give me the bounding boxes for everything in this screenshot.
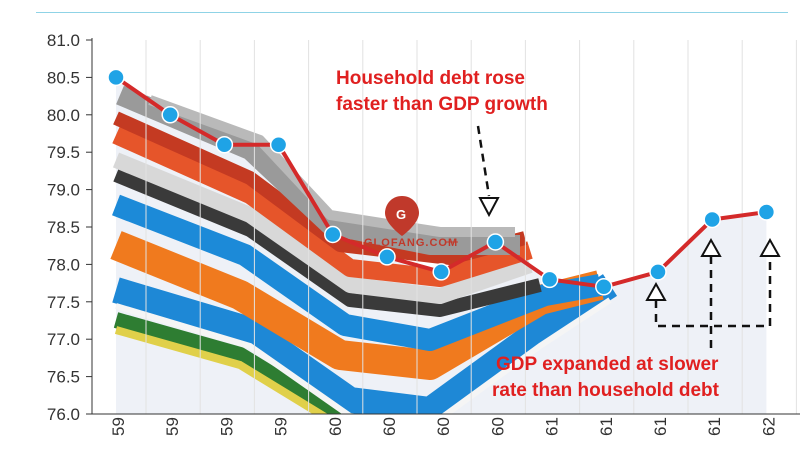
annotation-household-debt-line1: Household debt rose	[336, 68, 525, 89]
card-band	[112, 126, 533, 287]
card-band	[113, 168, 542, 317]
annotation-bracket	[654, 256, 772, 328]
y-tick-label: 80.0	[47, 106, 80, 125]
watermark-text: GLOFANG.COM	[364, 237, 458, 249]
data-point	[107, 68, 125, 87]
card-band	[116, 85, 520, 255]
y-tick-label: 76.5	[47, 368, 80, 387]
x-tick-label: 61	[651, 417, 670, 436]
y-tick-label: 79.5	[47, 143, 80, 162]
annotation-arrow-head	[645, 281, 667, 301]
data-point	[486, 233, 505, 251]
x-tick-label: 60	[488, 417, 507, 436]
y-tick-label: 78.5	[47, 218, 80, 237]
y-tick-label: 76.0	[47, 405, 80, 424]
data-point	[161, 106, 179, 124]
x-tick-label: 60	[380, 417, 399, 436]
card-band	[115, 297, 612, 414]
annotation-arrow-shaft	[476, 125, 491, 197]
vertical-gridlines	[145, 40, 797, 414]
annotation-arrow-head	[478, 197, 500, 218]
annotation-household-debt-line2: faster than GDP growth	[336, 94, 548, 115]
data-point	[703, 210, 721, 229]
watermark-pin-letter: G	[396, 207, 406, 222]
data-point	[324, 225, 342, 244]
data-point	[432, 263, 450, 281]
annotation-gdp-line1: GDP expanded at slower	[496, 354, 719, 375]
watermark-pin-icon	[385, 196, 419, 236]
card-band	[148, 95, 515, 237]
y-tick-label: 77.0	[47, 330, 80, 349]
watermark-logo: G GLOFANG.COM	[364, 196, 458, 249]
series-markers	[107, 68, 776, 296]
top-rule	[36, 12, 788, 13]
card-band	[112, 274, 618, 414]
data-point	[595, 278, 613, 296]
x-tick-label: 61	[543, 417, 562, 436]
y-axis-ticks: 76.0 76.5 77.0 77.5 78.0 78.5 79.0 79.5 80.0 80.5…	[47, 31, 92, 424]
data-point	[757, 203, 776, 221]
x-tick-label: 61	[597, 417, 616, 436]
x-tick-label: 59	[217, 417, 236, 436]
y-tick-label: 79.0	[47, 181, 80, 200]
card-band	[112, 194, 602, 351]
x-tick-label: 62	[759, 417, 778, 436]
y-tick-label: 77.5	[47, 293, 80, 312]
data-point	[269, 135, 288, 154]
annotation-arrow-head	[759, 237, 781, 257]
x-tick-label: 61	[705, 417, 724, 436]
x-tick-label: 60	[326, 417, 345, 436]
y-tick-label: 80.5	[47, 68, 80, 87]
card-band	[113, 312, 363, 414]
x-tick-label: 59	[109, 417, 128, 436]
data-point	[378, 248, 396, 266]
data-point	[215, 135, 234, 154]
y-tick-label: 78.0	[47, 255, 80, 274]
x-tick-label: 59	[272, 417, 291, 436]
data-point	[540, 270, 559, 289]
data-point	[649, 263, 667, 281]
card-band	[114, 326, 328, 414]
card-band	[112, 152, 533, 304]
x-tick-label: 59	[163, 417, 182, 436]
annotation-arrow-head	[700, 237, 722, 257]
y-tick-label: 81.0	[47, 31, 80, 50]
x-axis-ticks: 59 59 59 59 60 60 60 60 61 61 61 61 62	[109, 417, 778, 436]
x-tick-label: 60	[434, 417, 453, 436]
annotation-gdp-line2: rate than household debt	[492, 380, 720, 401]
